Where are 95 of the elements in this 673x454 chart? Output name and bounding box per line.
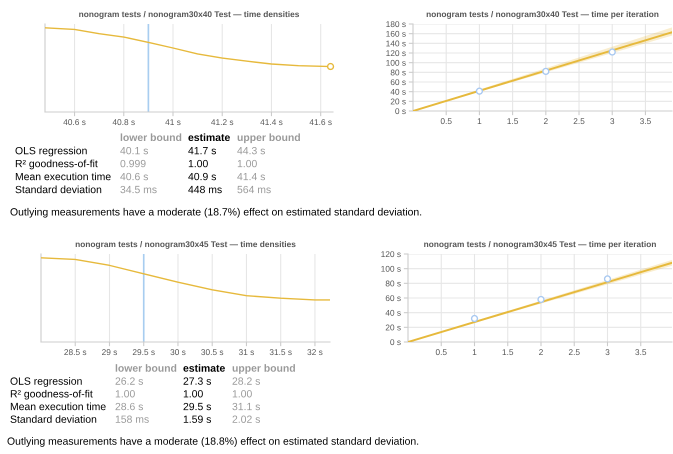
category-label: Standard deviation bbox=[15, 186, 102, 194]
text: 158 ms bbox=[116, 416, 149, 423]
x-tick-label: 0.5 bbox=[436, 349, 447, 356]
category-label: Mean execution time bbox=[10, 402, 106, 410]
text: 1.00 bbox=[184, 390, 203, 398]
category-label: R² goodness-of-fit bbox=[10, 390, 93, 400]
text: 1.59 s bbox=[184, 416, 211, 423]
y-tick-label: 120 s bbox=[386, 50, 406, 56]
text: 27.3 s bbox=[184, 377, 211, 385]
x-tick-label: 30.5 s bbox=[201, 349, 224, 356]
text: 28.6 s bbox=[116, 402, 143, 410]
chart-title: nonogram tests / nonogram30x45 Test — time per iteration bbox=[424, 241, 656, 249]
text: 34.5 ms bbox=[120, 186, 157, 194]
y-tick-label: 20 s bbox=[386, 324, 401, 330]
category-label: lower bound bbox=[120, 133, 182, 142]
text: 1.00 bbox=[188, 160, 208, 168]
y-tick-label: 80 s bbox=[390, 70, 406, 76]
x-tick-label: 1 bbox=[478, 118, 482, 124]
category-label: estimate bbox=[183, 364, 225, 372]
text: 41.4 s bbox=[237, 172, 265, 180]
category-label: lower bound bbox=[116, 364, 176, 372]
text: 1.00 bbox=[238, 160, 257, 168]
x-tick-label: 3.5 bbox=[635, 349, 646, 356]
y-tick-label: 0 s bbox=[390, 339, 401, 346]
y-tick-label: 180 s bbox=[386, 21, 406, 28]
point bbox=[537, 296, 545, 304]
x-tick-label: 32 s bbox=[307, 349, 323, 356]
y-tick-label: 120 s bbox=[381, 251, 401, 258]
x-tick-label: 2 bbox=[544, 118, 548, 124]
text: 29.5 s bbox=[184, 402, 211, 410]
text: 564 ms bbox=[237, 186, 271, 194]
x-tick-label: 40.6 s bbox=[63, 119, 86, 126]
category-label: upper bound bbox=[238, 133, 300, 144]
chart-title: nonogram tests / nonogram30x45 Test — time densities bbox=[76, 241, 296, 249]
point bbox=[608, 48, 616, 56]
y-tick-label: 40 s bbox=[385, 310, 401, 316]
x-tick-label: 3 bbox=[610, 118, 614, 124]
x-tick-label: 31.5 s bbox=[270, 349, 292, 356]
text: Outlying measurements have a moderate (18.8%) effect on estimated standard deviation. bbox=[7, 437, 418, 447]
point bbox=[476, 88, 484, 95]
y-tick-label: 40 s bbox=[390, 88, 406, 95]
x-tick-label: 41 s bbox=[165, 119, 181, 126]
text: 0.999 bbox=[120, 160, 146, 168]
x-tick-label: 31 s bbox=[238, 349, 254, 356]
text: 28.2 s bbox=[232, 377, 260, 385]
point bbox=[604, 275, 612, 283]
category-label: OLS regression bbox=[10, 377, 82, 387]
x-tick-label: 1.5 bbox=[502, 349, 514, 356]
x-tick-label: 2 bbox=[539, 349, 543, 355]
x-tick-label: 41.6 s bbox=[310, 119, 332, 126]
category-label: estimate bbox=[188, 133, 230, 142]
x-tick-label: 1 bbox=[472, 349, 476, 355]
y-tick-label: 100 s bbox=[386, 60, 406, 66]
x-tick-label: 2.5 bbox=[568, 349, 580, 356]
y-tick-label: 100 s bbox=[381, 266, 401, 272]
x-tick-label: 28.5 s bbox=[64, 349, 86, 356]
text: 31.1 s bbox=[232, 402, 260, 410]
category-label: R² goodness-of-fit bbox=[16, 160, 98, 170]
y-tick-label: 80 s bbox=[386, 280, 401, 286]
y-tick-label: 160 s bbox=[386, 30, 406, 37]
y-tick-label: 60 s bbox=[390, 79, 406, 86]
text: Outlying measurements have a moderate (18.7%) effect on estimated standard deviation. bbox=[10, 208, 422, 218]
x-tick-label: 1.5 bbox=[507, 118, 518, 124]
point bbox=[542, 68, 550, 76]
category-label: OLS regression bbox=[15, 146, 87, 156]
text: 40.9 s bbox=[188, 172, 216, 180]
text: 40.6 s bbox=[120, 172, 148, 180]
text: 1.00 bbox=[232, 390, 252, 398]
point bbox=[470, 314, 478, 322]
y-tick-label: 20 s bbox=[390, 98, 406, 104]
text: 44.3 s bbox=[237, 146, 265, 154]
text: 448 ms bbox=[188, 186, 222, 194]
category-label: Standard deviation bbox=[10, 415, 96, 423]
y-tick-label: 140 s bbox=[386, 40, 406, 46]
y-tick-label: 0 s bbox=[395, 108, 406, 114]
x-tick-label: 3.5 bbox=[640, 118, 651, 124]
x-tick-label: 3 bbox=[605, 349, 610, 356]
text: 40.1 s bbox=[120, 146, 148, 154]
text: 26.2 s bbox=[116, 377, 143, 385]
text: 1.00 bbox=[116, 390, 135, 398]
x-tick-label: 29 s bbox=[102, 349, 118, 356]
category-label: Mean execution time bbox=[16, 172, 111, 180]
chart-title: nonogram tests / nonogram30x40 Test — time densities bbox=[79, 11, 300, 19]
text: 2.02 s bbox=[232, 416, 260, 423]
x-tick-label: 2.5 bbox=[574, 118, 584, 124]
chart-title: nonogram tests / nonogram30x40 Test — time per iteration bbox=[426, 11, 658, 19]
x-tick-label: 0.5 bbox=[440, 118, 452, 124]
text: 41.7 s bbox=[188, 147, 216, 154]
x-tick-label: 40.8 s bbox=[112, 119, 135, 126]
category-label: upper bound bbox=[232, 364, 295, 374]
x-tick-label: 30 s bbox=[170, 349, 186, 356]
x-tick-label: 29.5 s bbox=[132, 349, 155, 356]
x-tick-label: 41.4 s bbox=[260, 119, 283, 126]
y-tick-label: 60 s bbox=[386, 295, 401, 302]
x-tick-label: 41.2 s bbox=[211, 119, 234, 126]
